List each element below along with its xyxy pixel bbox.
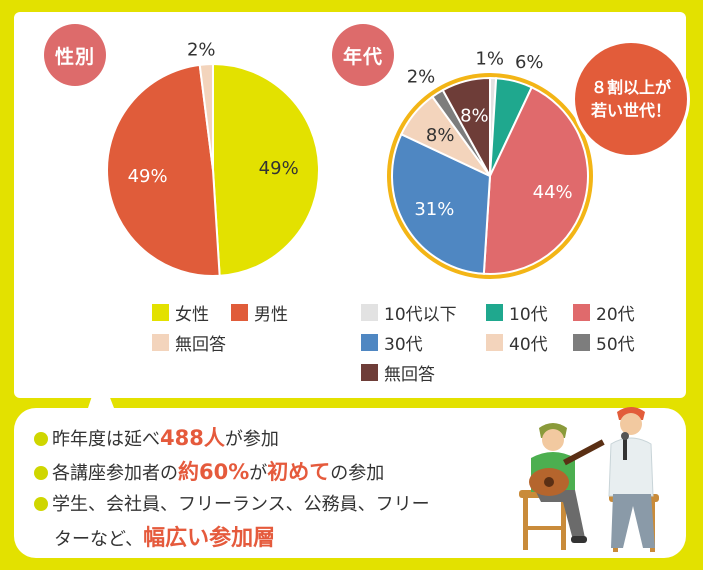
legend-item-30s: 30代	[361, 330, 423, 355]
legend-swatch-50s	[573, 334, 590, 351]
legend-label-10s: 10代	[509, 305, 548, 325]
legend-swatch-20s	[573, 304, 590, 321]
bullet3-line2-pre: ターなど、	[54, 529, 144, 550]
bullet1-highlight: 488人	[160, 426, 225, 450]
singer-icon	[608, 407, 655, 548]
age-slice-label-1: 6%	[515, 52, 544, 73]
legend-label-20s: 20代	[596, 305, 635, 325]
age-section-badge: 年代	[332, 24, 394, 86]
bullet-dot-icon	[34, 466, 48, 480]
legend-swatch-male	[231, 304, 248, 321]
legend-item-age-no-answer: 無回答	[361, 360, 435, 385]
legend-item-20s: 20代	[573, 300, 635, 325]
bullet-participants: 昨年度は延べ488人が参加	[34, 422, 279, 452]
gender-slice-label-2: 2%	[187, 39, 216, 60]
legend-label-male: 男性	[254, 305, 288, 325]
bullet2-post: の参加	[330, 463, 385, 484]
bullet2-highlight-percent: 約60%	[178, 460, 250, 484]
bullet2-highlight-first: 初めて	[267, 460, 331, 484]
legend-label-30s: 30代	[384, 335, 423, 355]
gender-slice-1	[106, 63, 221, 277]
bullet2-mid: が	[249, 463, 268, 484]
gender-slice-label-1: 49%	[128, 166, 168, 187]
bullet3-line1: 学生、会社員、フリーランス、公務員、フリー	[52, 494, 430, 515]
legend-label-age-no-answer: 無回答	[384, 365, 435, 385]
age-slice-label-6: 8%	[460, 105, 489, 126]
bullet-dot-icon	[34, 432, 48, 446]
bullet-diverse-cont: ターなど、幅広い参加層	[54, 520, 275, 552]
guitarist-icon	[529, 423, 605, 543]
gender-slice-label-0: 49%	[259, 158, 299, 179]
age-slice-label-3: 31%	[414, 199, 454, 220]
age-slice-label-4: 8%	[426, 125, 455, 146]
legend-label-40s: 40代	[509, 335, 548, 355]
bullet1-pre: 昨年度は延べ	[52, 429, 160, 450]
legend-item-40s: 40代	[486, 330, 548, 355]
musicians-illustration	[519, 407, 659, 552]
legend-item-10s: 10代	[486, 300, 548, 325]
legend-label-50s: 50代	[596, 335, 635, 355]
legend-item-under10: 10代以下	[361, 300, 457, 325]
young-generation-callout: ８割以上が 若い世代！	[572, 40, 690, 158]
age-slice-label-5: 2%	[407, 67, 436, 88]
legend-item-male: 男性	[231, 300, 288, 325]
legend-swatch-no-answer	[152, 334, 169, 351]
legend-swatch-30s	[361, 334, 378, 351]
legend-item-no-answer: 無回答	[152, 330, 226, 355]
gender-slice-2	[198, 62, 214, 171]
bullet-first-time: 各講座参加者の約60%が初めての参加	[34, 456, 384, 486]
legend-swatch-age-no-answer	[361, 364, 378, 381]
legend-label-female: 女性	[175, 305, 209, 325]
legend-item-50s: 50代	[573, 330, 635, 355]
callout-line2: 若い世代！	[590, 101, 671, 120]
age-slice-label-2: 44%	[533, 182, 573, 203]
legend-swatch-10s	[486, 304, 503, 321]
legend-swatch-female	[152, 304, 169, 321]
age-slice-label-0: 1%	[475, 48, 504, 69]
legend-label-under10: 10代以下	[384, 305, 457, 325]
legend-swatch-40s	[486, 334, 503, 351]
age-slice-3	[391, 132, 492, 275]
bullet1-post: が参加	[224, 429, 279, 450]
bullet3-highlight: 幅広い参加層	[143, 526, 276, 551]
bullet2-pre: 各講座参加者の	[52, 463, 178, 484]
legend-swatch-under10	[361, 304, 378, 321]
bullet-diverse: 学生、会社員、フリーランス、公務員、フリー	[34, 490, 430, 516]
gender-section-badge: 性別	[44, 24, 106, 86]
age-slice-2	[482, 85, 589, 275]
bullet-dot-icon	[34, 497, 48, 511]
gender-slice-0	[212, 62, 320, 277]
legend-label-no-answer: 無回答	[175, 335, 226, 355]
callout-line1: ８割以上が	[590, 77, 671, 97]
age-slice-6	[441, 76, 491, 177]
legend-item-female: 女性	[152, 300, 209, 325]
